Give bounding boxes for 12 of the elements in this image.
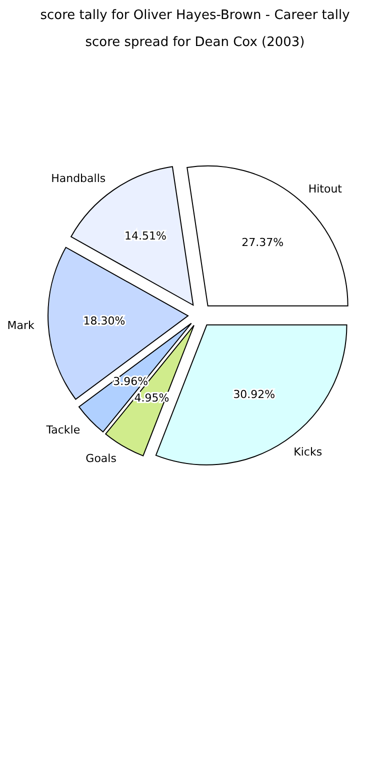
slice-label: Tackle xyxy=(45,423,80,436)
slice-label: Mark xyxy=(7,319,35,332)
slice-label: Goals xyxy=(86,452,117,465)
chart-subtitle: score spread for Dean Cox (2003) xyxy=(84,35,306,50)
data-label: 18.30% xyxy=(83,314,126,328)
data-label: 14.51% xyxy=(124,230,166,243)
slice-label: Handballs xyxy=(51,172,106,185)
chart-title: score tally for Oliver Hayes-Brown - Career tally xyxy=(39,8,351,23)
slice-label: Kicks xyxy=(294,446,322,459)
data-label: 30.92% xyxy=(233,388,276,401)
slice-label: Hitout xyxy=(308,182,343,196)
data-label: 27.37% xyxy=(242,236,284,249)
